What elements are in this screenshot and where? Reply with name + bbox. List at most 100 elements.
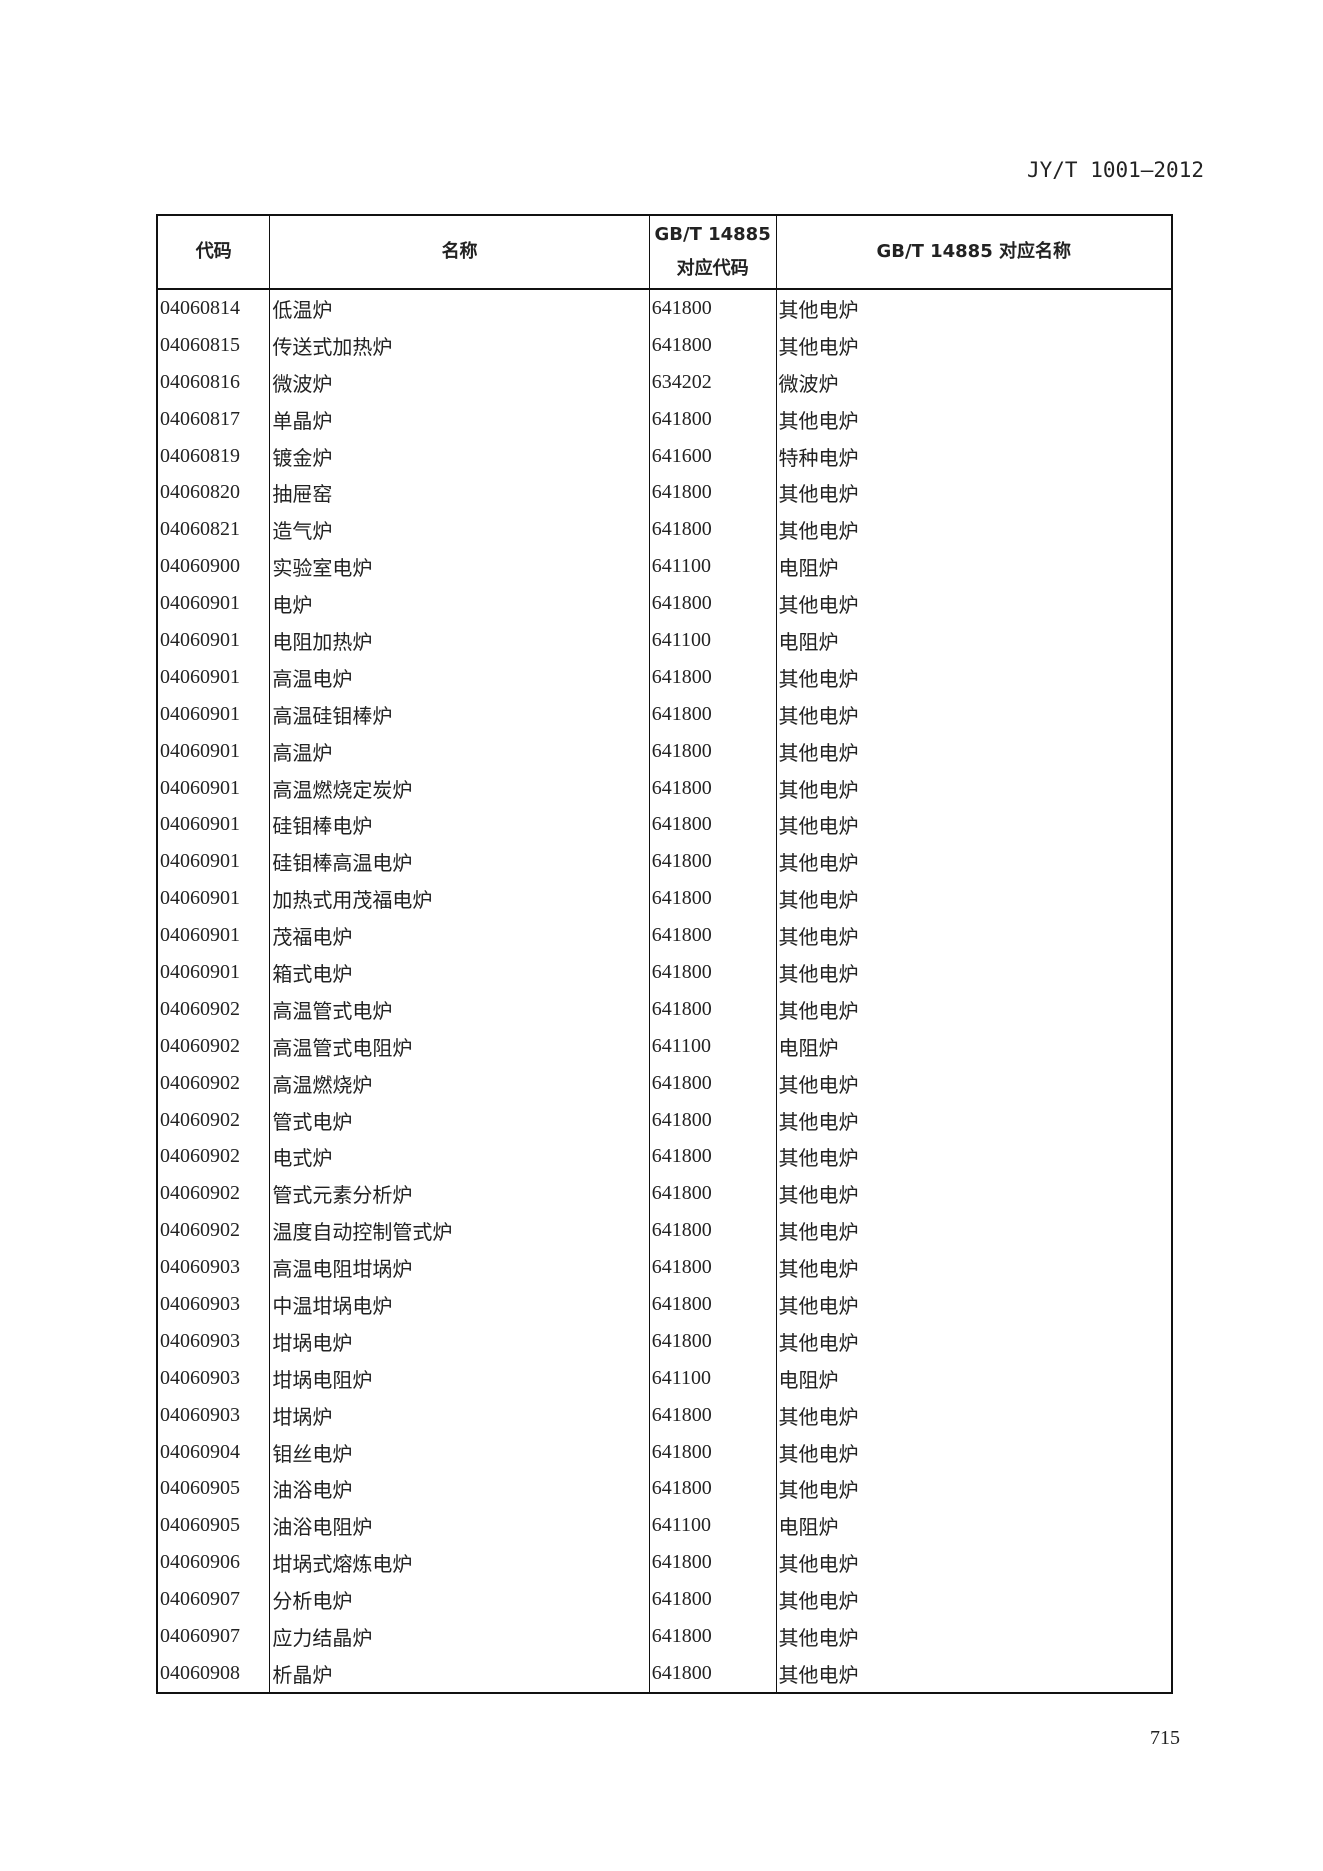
- table-row: 04060900 实验室电炉 641100 电阻炉: [156, 548, 1173, 586]
- cell-gbt-name: 电阻炉: [775, 548, 1173, 586]
- table-row: 04060902 温度自动控制管式炉 641800 其他电炉: [156, 1212, 1173, 1250]
- header-gbt-code-line2: 对应代码: [676, 258, 749, 279]
- cell-gbt-code: 641800: [648, 1433, 777, 1471]
- header-gbt-name: GB/T 14885 对应名称: [775, 214, 1173, 290]
- cell-code: 04060902: [156, 1027, 271, 1065]
- cell-name: 高温电阻坩埚炉: [269, 1249, 650, 1287]
- cell-name: 茂福电炉: [269, 917, 650, 955]
- cell-code: 04060901: [156, 769, 271, 807]
- cell-name: 管式元素分析炉: [269, 1175, 650, 1213]
- table-row: 04060901 茂福电炉 641800 其他电炉: [156, 917, 1173, 955]
- cell-name: 抽屉窑: [269, 474, 650, 512]
- cell-gbt-code: 641100: [648, 1359, 777, 1397]
- cell-gbt-code: 641100: [648, 548, 777, 586]
- cell-name: 硅钼棒高温电炉: [269, 843, 650, 881]
- table-row: 04060902 管式电炉 641800 其他电炉: [156, 1101, 1173, 1139]
- table-row: 04060905 油浴电炉 641800 其他电炉: [156, 1470, 1173, 1508]
- header-name: 名称: [269, 214, 650, 290]
- table-row: 04060907 分析电炉 641800 其他电炉: [156, 1581, 1173, 1619]
- cell-gbt-name: 微波炉: [775, 363, 1173, 401]
- cell-gbt-name: 其他电炉: [775, 806, 1173, 844]
- cell-name: 油浴电阻炉: [269, 1507, 650, 1545]
- cell-name: 硅钼棒电炉: [269, 806, 650, 844]
- cell-name: 箱式电炉: [269, 954, 650, 991]
- cell-code: 04060816: [156, 363, 271, 401]
- cell-name: 低温炉: [269, 289, 650, 327]
- table-row: 04060904 钼丝电炉 641800 其他电炉: [156, 1433, 1173, 1471]
- table-row: 04060901 高温电炉 641800 其他电炉: [156, 658, 1173, 696]
- table-row: 04060901 高温炉 641800 其他电炉: [156, 732, 1173, 770]
- cell-gbt-name: 其他电炉: [775, 732, 1173, 770]
- cell-gbt-code: 641100: [648, 1507, 777, 1545]
- cell-gbt-name: 其他电炉: [775, 1064, 1173, 1102]
- cell-code: 04060905: [156, 1470, 271, 1508]
- table-row: 04060908 析晶炉 641800 其他电炉: [156, 1654, 1173, 1693]
- cell-gbt-code: 641800: [648, 954, 777, 991]
- table-row: 04060903 高温电阻坩埚炉 641800 其他电炉: [156, 1249, 1173, 1287]
- cell-gbt-code: 641100: [648, 622, 777, 659]
- cell-code: 04060907: [156, 1581, 271, 1619]
- cell-gbt-name: 其他电炉: [775, 1286, 1173, 1323]
- table-row: 04060902 管式元素分析炉 641800 其他电炉: [156, 1175, 1173, 1213]
- cell-gbt-name: 其他电炉: [775, 511, 1173, 549]
- cell-name: 实验室电炉: [269, 548, 650, 586]
- cell-name: 坩埚电阻炉: [269, 1359, 650, 1397]
- code-mapping-table: 代码 名称 GB/T 14885 对应代码 GB/T 14885 对应名称 040…: [156, 214, 1173, 1694]
- cell-gbt-name: 其他电炉: [775, 326, 1173, 364]
- cell-gbt-code: 641800: [648, 1286, 777, 1323]
- cell-gbt-name: 其他电炉: [775, 917, 1173, 955]
- cell-gbt-code: 641100: [648, 1027, 777, 1065]
- table-row: 04060902 高温管式电阻炉 641100 电阻炉: [156, 1027, 1173, 1065]
- cell-code: 04060901: [156, 732, 271, 770]
- cell-name: 应力结晶炉: [269, 1618, 650, 1655]
- table-row: 04060902 电式炉 641800 其他电炉: [156, 1138, 1173, 1176]
- cell-gbt-name: 其他电炉: [775, 474, 1173, 512]
- cell-code: 04060901: [156, 695, 271, 733]
- cell-name: 温度自动控制管式炉: [269, 1212, 650, 1250]
- cell-name: 电式炉: [269, 1138, 650, 1176]
- cell-gbt-code: 641800: [648, 1322, 777, 1360]
- header-code: 代码: [156, 214, 271, 290]
- table-row: 04060907 应力结晶炉 641800 其他电炉: [156, 1618, 1173, 1655]
- cell-gbt-code: 641800: [648, 585, 777, 623]
- cell-gbt-code: 641800: [648, 1654, 777, 1693]
- cell-gbt-name: 其他电炉: [775, 1249, 1173, 1287]
- cell-name: 电炉: [269, 585, 650, 623]
- cell-code: 04060902: [156, 1064, 271, 1102]
- table-row: 04060816 微波炉 634202 微波炉: [156, 363, 1173, 401]
- cell-gbt-code: 641800: [648, 843, 777, 881]
- cell-gbt-name: 其他电炉: [775, 585, 1173, 623]
- cell-code: 04060907: [156, 1618, 271, 1655]
- cell-code: 04060903: [156, 1286, 271, 1323]
- cell-name: 镀金炉: [269, 437, 650, 475]
- cell-gbt-code: 641800: [648, 1396, 777, 1434]
- cell-name: 坩埚式熔炼电炉: [269, 1544, 650, 1582]
- cell-gbt-name: 其他电炉: [775, 1101, 1173, 1139]
- cell-name: 加热式用茂福电炉: [269, 880, 650, 918]
- table-row: 04060902 高温管式电炉 641800 其他电炉: [156, 990, 1173, 1028]
- cell-code: 04060817: [156, 400, 271, 438]
- cell-gbt-name: 其他电炉: [775, 1618, 1173, 1655]
- cell-code: 04060903: [156, 1359, 271, 1397]
- table-row: 04060901 高温燃烧定炭炉 641800 其他电炉: [156, 769, 1173, 807]
- cell-gbt-code: 641800: [648, 400, 777, 438]
- table-row: 04060901 高温硅钼棒炉 641800 其他电炉: [156, 695, 1173, 733]
- cell-gbt-name: 特种电炉: [775, 437, 1173, 475]
- standard-number: JY/T 1001—2012: [1026, 158, 1204, 182]
- table-row: 04060820 抽屉窑 641800 其他电炉: [156, 474, 1173, 512]
- cell-name: 高温炉: [269, 732, 650, 770]
- cell-code: 04060819: [156, 437, 271, 475]
- cell-code: 04060902: [156, 1138, 271, 1176]
- cell-code: 04060901: [156, 585, 271, 623]
- table-row: 04060901 电炉 641800 其他电炉: [156, 585, 1173, 623]
- cell-gbt-name: 其他电炉: [775, 1175, 1173, 1213]
- cell-code: 04060902: [156, 990, 271, 1028]
- table-row: 04060902 高温燃烧炉 641800 其他电炉: [156, 1064, 1173, 1102]
- cell-name: 析晶炉: [269, 1654, 650, 1693]
- cell-gbt-code: 641800: [648, 1249, 777, 1287]
- table-row: 04060821 造气炉 641800 其他电炉: [156, 511, 1173, 549]
- cell-name: 油浴电炉: [269, 1470, 650, 1508]
- header-gbt-code: GB/T 14885 对应代码: [648, 214, 777, 290]
- cell-gbt-name: 其他电炉: [775, 1654, 1173, 1693]
- cell-code: 04060901: [156, 806, 271, 844]
